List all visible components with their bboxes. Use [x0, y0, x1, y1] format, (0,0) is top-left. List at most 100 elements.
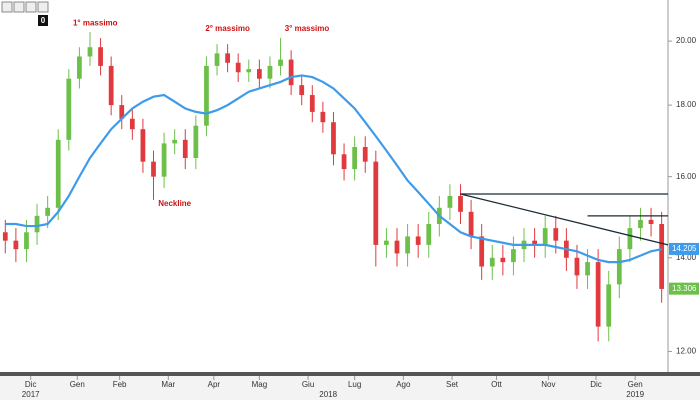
candle-body [352, 147, 358, 170]
x-axis-strip [0, 372, 700, 400]
candle-body [161, 143, 167, 177]
x-tick-label: Apr [208, 380, 221, 389]
candle-body [489, 257, 495, 267]
y-tick-label: 18.00 [676, 100, 697, 109]
annotation: 2° massimo [205, 24, 250, 33]
annotation: 3° massimo [285, 24, 330, 33]
x-tick-label: Giu [302, 380, 314, 389]
candle-body [616, 249, 622, 285]
candle-body [532, 240, 537, 245]
price-box [669, 242, 699, 255]
candle-body [235, 62, 241, 73]
year-label: 2019 [626, 390, 644, 399]
x-tick-label: Mag [252, 380, 268, 389]
candle-body [98, 47, 103, 66]
candle-body [331, 122, 336, 155]
candle-body [405, 236, 410, 254]
candle-body [246, 69, 252, 73]
candle-body [553, 228, 559, 241]
candle-body [13, 240, 19, 250]
candle-body [172, 139, 178, 144]
candle-body [341, 154, 347, 170]
candle-body [129, 118, 135, 130]
candle-body [2, 232, 8, 241]
candle-body [55, 139, 61, 208]
candle-body [585, 262, 590, 276]
x-tick-label: Dic [25, 380, 37, 389]
candle-body [320, 111, 326, 123]
x-tick-label: Gen [70, 380, 85, 389]
candle-body [648, 219, 654, 225]
candle-body [447, 195, 453, 208]
candle-body [119, 105, 125, 119]
badge: 0 [41, 16, 46, 25]
x-tick-label: Mar [161, 380, 175, 389]
candle-body [309, 95, 315, 112]
moving-average [5, 74, 662, 264]
candle-body [66, 78, 72, 140]
year-label: 2018 [319, 390, 337, 399]
tool-icon[interactable] [13, 1, 25, 13]
y-tick-label: 16.00 [676, 172, 697, 181]
candle-body [267, 65, 273, 79]
candle-body [299, 85, 305, 96]
x-tick-label: Ott [491, 380, 502, 389]
candle-body [204, 65, 209, 126]
candle-body [87, 47, 93, 57]
x-tick-label: Dic [590, 380, 602, 389]
x-tick-label: Set [446, 380, 459, 389]
price-label: 14.205 [672, 244, 697, 253]
candle-body [479, 236, 485, 267]
candle-body [511, 249, 516, 263]
trendline [460, 193, 669, 246]
candle-body [384, 240, 389, 245]
x-tick-label: Gen [628, 380, 643, 389]
y-tick-label: 20.00 [676, 36, 697, 45]
tool-icon[interactable] [1, 1, 13, 13]
x-tick-label: Lug [348, 380, 361, 389]
x-tick-label: Feb [113, 380, 127, 389]
candle-body [595, 262, 601, 327]
annotation: Neckline [158, 199, 191, 208]
candle-body [458, 195, 463, 212]
tool-icon[interactable] [25, 1, 37, 13]
x-tick-label: Nov [541, 380, 555, 389]
scroll-bar [0, 372, 700, 376]
badge-box [38, 15, 48, 26]
y-tick-label: 12.00 [676, 347, 697, 356]
price-box [669, 282, 699, 295]
y-tick-label: 14.00 [676, 253, 697, 262]
candle-body [225, 53, 230, 63]
year-label: 2017 [22, 390, 40, 399]
candle-body [140, 129, 146, 162]
candle-body [362, 147, 368, 162]
candle-body [394, 240, 400, 254]
candle-body [151, 161, 156, 177]
candle-body [77, 56, 82, 79]
candle-body [606, 284, 612, 327]
candle-body [256, 69, 262, 79]
candle-body [627, 228, 633, 250]
candle-body [108, 65, 114, 106]
candle-body [373, 161, 379, 245]
candle-body [574, 257, 580, 276]
candle-body [278, 59, 283, 66]
candle-body [24, 232, 29, 250]
candle-body [45, 207, 51, 216]
candle-body [426, 224, 432, 245]
candle-body [193, 125, 199, 158]
candle-body [468, 211, 474, 237]
candle-body [638, 219, 643, 229]
candle-body [500, 257, 506, 263]
toolbar: 0 [1, 1, 49, 26]
price-label: 13.306 [672, 284, 697, 293]
tool-icon[interactable] [37, 1, 49, 13]
candle-body [288, 59, 294, 86]
candle-body [659, 224, 665, 289]
x-tick-label: Ago [396, 380, 411, 389]
candle-body [542, 228, 548, 245]
candle-body [214, 53, 220, 66]
candle-body [34, 215, 40, 233]
